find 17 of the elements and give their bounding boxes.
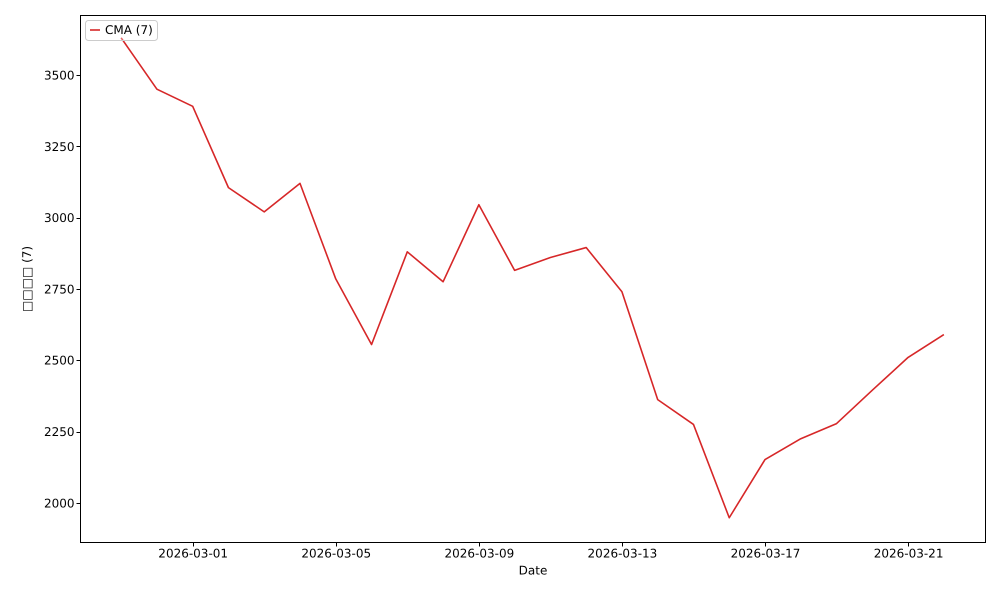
y-tick-label: 2750 (44, 282, 74, 296)
line-series (120, 37, 945, 519)
x-tick-label: 2026-03-21 (874, 546, 944, 560)
y-tick-label: 3500 (44, 68, 74, 82)
x-tick-label: 2026-03-17 (730, 546, 800, 560)
y-axis-title: □□□□ (7) (20, 246, 34, 312)
x-tick-label: 2026-03-05 (301, 546, 372, 560)
x-tick-label: 2026-03-13 (588, 546, 658, 560)
y-tick-label: 2250 (44, 425, 74, 440)
y-tick-label: 3250 (44, 140, 74, 154)
x-tick-label: 2026-03-09 (444, 546, 514, 560)
x-axis-title: Date (518, 564, 548, 578)
y-tick-label: 2500 (44, 354, 74, 368)
legend-label: CMA (7) (105, 23, 153, 37)
y-tick-label: 2000 (44, 496, 74, 510)
x-tick-label: 2026-03-01 (158, 546, 228, 560)
y-tick-label: 3000 (44, 211, 74, 226)
